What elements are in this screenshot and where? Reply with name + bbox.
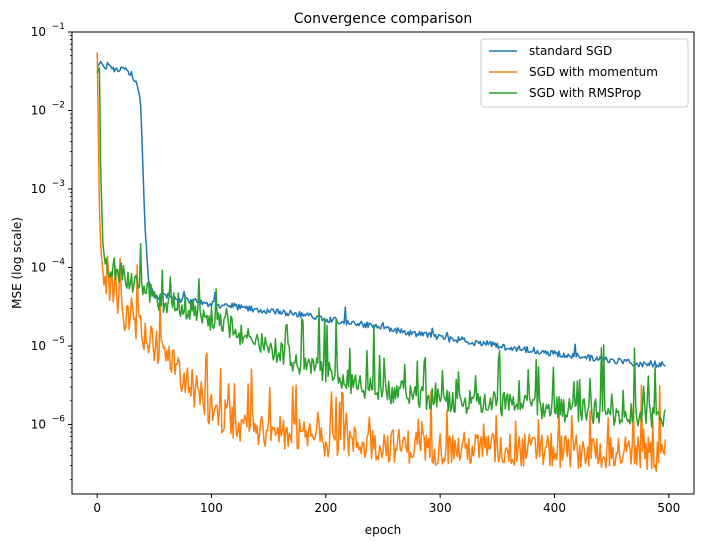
legend-label: standard SGD xyxy=(529,44,612,58)
x-axis-title: epoch xyxy=(365,523,402,537)
series-line-3 xyxy=(96,67,667,428)
y-tick-label: 10 xyxy=(31,339,46,353)
legend-label: SGD with momentum xyxy=(529,65,658,79)
axes-frame xyxy=(71,31,695,495)
chart-title: Convergence comparison xyxy=(294,11,473,27)
y-tick-exponent: −2 xyxy=(52,100,65,110)
y-axis: 10 −6 10 −5 10 −4 10 −3 10 −2 10 −1 xyxy=(31,22,72,480)
y-tick-label: 10 xyxy=(31,103,46,117)
x-tick-label: 400 xyxy=(543,501,566,515)
series-line-1 xyxy=(96,60,666,368)
y-tick-label: 10 xyxy=(31,260,46,274)
y-tick-label: 10 xyxy=(31,25,46,39)
x-tick-label: 300 xyxy=(429,501,452,515)
y-tick-exponent: −4 xyxy=(52,257,66,267)
x-axis: 0 100 200 300 400 500 xyxy=(93,494,680,515)
legend-box xyxy=(480,38,689,108)
y-tick-exponent: −1 xyxy=(52,22,65,32)
y-tick-exponent: −6 xyxy=(52,414,66,424)
x-tick-label: 200 xyxy=(314,501,337,515)
series-line-2 xyxy=(96,52,667,473)
y-tick-exponent: −3 xyxy=(52,179,65,189)
y-tick-label: 10 xyxy=(31,182,46,196)
x-tick-label: 0 xyxy=(93,501,101,515)
x-tick-label: 500 xyxy=(657,501,680,515)
y-tick-exponent: −5 xyxy=(52,336,65,346)
plot-area xyxy=(96,52,667,473)
y-tick-label: 10 xyxy=(31,417,46,431)
x-tick-label: 100 xyxy=(200,501,223,515)
legend: standard SGD SGD with momentum SGD with RM… xyxy=(480,38,689,108)
y-axis-title: MSE (log scale) xyxy=(10,217,24,309)
legend-label: SGD with RMSProp xyxy=(529,86,641,100)
